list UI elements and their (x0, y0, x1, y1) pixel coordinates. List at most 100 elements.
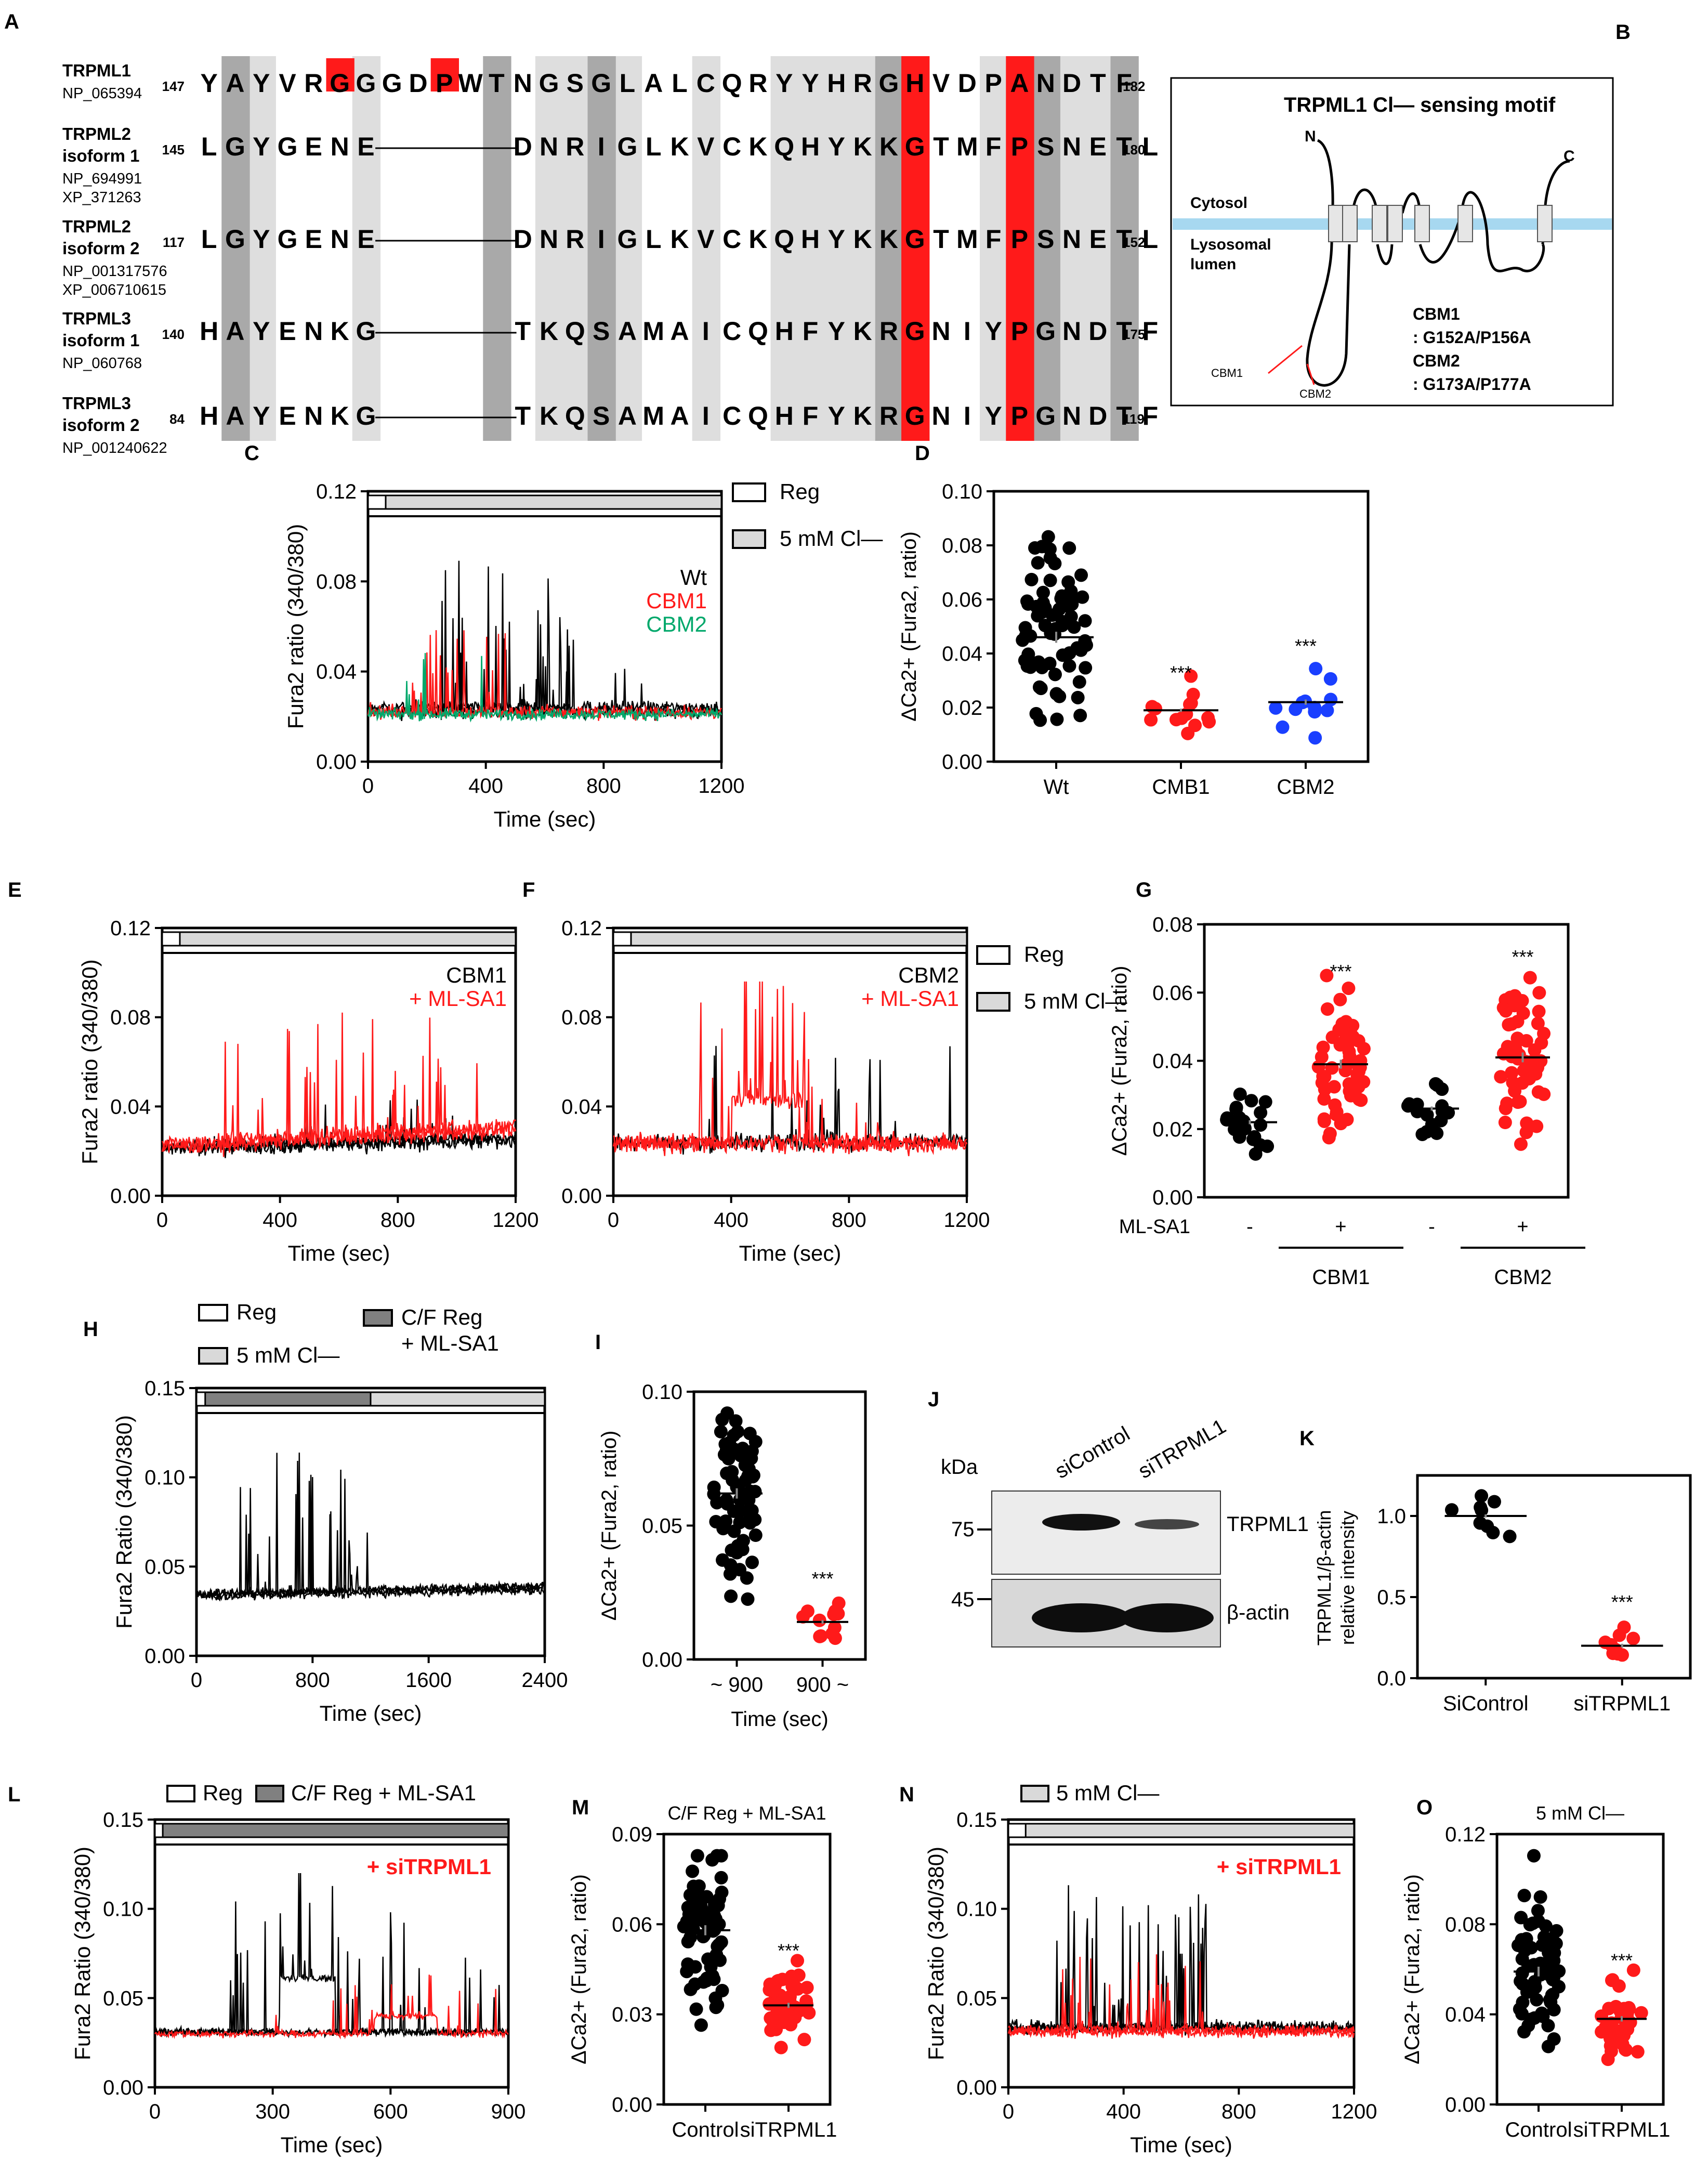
x-tick-label: 400 (468, 775, 503, 797)
alignment-residue: N (540, 132, 558, 161)
alignment-residue: G (905, 225, 925, 254)
alignment-residue: A (226, 69, 244, 98)
alignment-residue: Y (828, 225, 845, 254)
cbm2-marker-label: CBM2 (1299, 387, 1331, 400)
alignment-shade-dark (221, 56, 250, 441)
trace-red (612, 981, 968, 1157)
x-tick-label: 0 (156, 1209, 168, 1232)
data-point-red (1353, 1061, 1367, 1075)
y-tick-label: 0.08 (942, 534, 982, 557)
data-point-red (1512, 1033, 1526, 1047)
legend-chloride-label: 5 mM Cl— (237, 1343, 339, 1367)
data-point-red (1320, 969, 1334, 983)
data-point-red (1532, 986, 1546, 1000)
series-label-mlsa1: + ML-SA1 (861, 986, 959, 1011)
data-point-red (1520, 1116, 1534, 1130)
mutation-label: : G173A/P177A (1413, 375, 1531, 394)
x-axis-label: Time (sec) (739, 1241, 842, 1265)
alignment-residue: G (878, 69, 899, 98)
mlsa1-sign: - (1428, 1216, 1435, 1238)
alignment-residue: F (803, 401, 819, 430)
residue-end: 119 (1123, 411, 1145, 427)
alignment-residue: C (722, 317, 741, 346)
alignment-residue: G (1035, 317, 1056, 346)
alignment-residue: T (933, 132, 949, 161)
alignment-residue: L (201, 132, 217, 161)
alignment-residue: C (722, 132, 741, 161)
data-point-black (683, 1930, 697, 1944)
alignment-shade-dark (875, 56, 904, 441)
transmembrane-helix (1328, 205, 1344, 242)
data-point-red (1201, 711, 1215, 725)
significance-stars: *** (1611, 1950, 1633, 1971)
data-point-black (743, 1427, 757, 1441)
data-point-black (1043, 657, 1057, 671)
alignment-residue: Y (253, 317, 270, 346)
data-point-black (748, 1528, 763, 1542)
trace-black (154, 1873, 509, 2038)
data-point-red (1343, 1084, 1357, 1098)
data-point-black (1036, 585, 1050, 599)
legend-chloride (198, 1347, 228, 1365)
panel-letter-J: J (928, 1388, 939, 1411)
data-point-red (1317, 1114, 1331, 1128)
alignment-residue: H (801, 225, 820, 254)
alignment-residue: T (1116, 401, 1132, 430)
alignment-residue: T (1116, 317, 1132, 346)
alignment-residue: L (1142, 225, 1159, 254)
panel-letter-G: G (1136, 879, 1152, 901)
data-point-black (1543, 1993, 1557, 2007)
y-tick-label: 0.00 (103, 2076, 143, 2099)
data-point-black (1079, 661, 1093, 675)
category-label: CBM2 (1277, 776, 1334, 799)
alignment-residue: Q (774, 225, 794, 254)
alignment-residue: L (646, 225, 662, 254)
trace-black (195, 1532, 545, 1601)
residue-start: 117 (163, 234, 185, 250)
data-point-black (714, 1871, 728, 1885)
marker-75: 75 (951, 1518, 975, 1541)
data-point-black (1516, 1995, 1530, 2009)
group-label-cbm1: CBM1 (1312, 1266, 1370, 1289)
mlsa1-sign: + (1517, 1216, 1528, 1238)
protein-name: isoform 2 (62, 239, 140, 258)
data-point-black (1036, 596, 1050, 610)
alignment-residue: M (956, 132, 978, 161)
plot-frame (1416, 1474, 1692, 1680)
alignment-shade-light (692, 56, 720, 441)
data-point-red (1315, 1050, 1329, 1064)
data-point-black (1043, 573, 1057, 587)
accession-number: NP_001240622 (62, 440, 167, 456)
data-point-red (797, 2033, 811, 2047)
alignment-residue: K (331, 401, 349, 430)
data-point-black (1258, 1095, 1272, 1109)
data-point-black (1045, 608, 1059, 622)
legend-cf-label: C/F Reg + ML-SA1 (291, 1781, 476, 1805)
alignment-residue: M (956, 225, 978, 254)
data-point-red (1320, 1002, 1334, 1016)
legend-reg-label: Reg (780, 479, 820, 504)
series-label-cbm2: CBM2 (646, 612, 707, 636)
y-tick-label: 0.06 (1152, 982, 1193, 1004)
y-tick-label: 1.0 (1377, 1505, 1406, 1528)
alignment-residue: N (304, 401, 323, 430)
data-point-red (791, 1954, 805, 1968)
data-point-black (694, 2018, 708, 2032)
panel-letter-H: H (83, 1318, 98, 1341)
alignment-residue: D (1062, 69, 1081, 98)
data-point-black (712, 1938, 726, 1952)
y-tick-label: 0.00 (642, 1649, 682, 1671)
panel-H-trace: 0.00 0.05 0.10 0.15 0 800 1600 2400 Time (sec) Fu… (112, 1377, 568, 1725)
alignment-residue: K (879, 225, 898, 254)
x-axis-label: Time (sec) (731, 1708, 828, 1731)
alignment-residue: Y (828, 401, 845, 430)
data-point-red (1499, 1102, 1513, 1116)
y-tick-label: 0.00 (942, 751, 982, 774)
trace-red (367, 630, 722, 721)
data-point-black (1547, 1970, 1561, 1984)
data-point-black (708, 1912, 722, 1926)
panel-I-scatter: 0.00 0.05 0.10 ~ 900 *** 900 ~ ΔCa2+ (Fura2, r… (598, 1381, 867, 1731)
data-point-black (1428, 1077, 1442, 1091)
chloride-bar (630, 931, 968, 947)
transmembrane-helix (1537, 205, 1553, 242)
